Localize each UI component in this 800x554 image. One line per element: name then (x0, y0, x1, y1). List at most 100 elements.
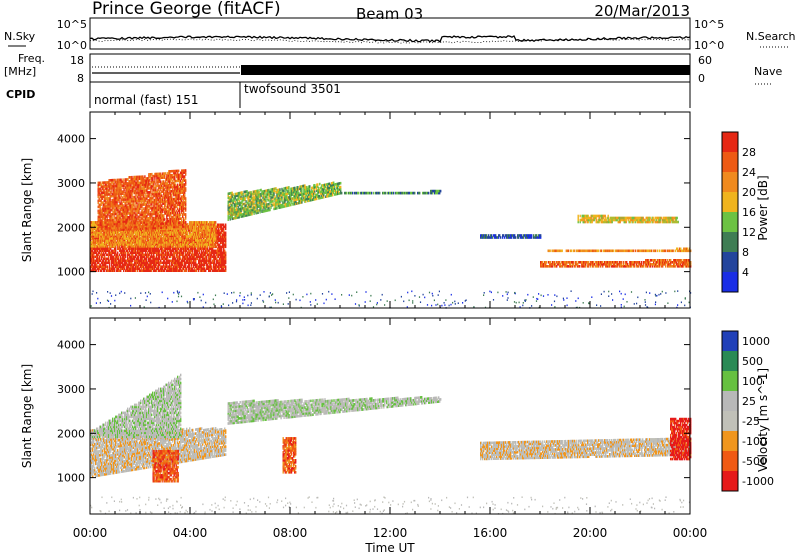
echo-cell (125, 269, 127, 272)
echo-cell (110, 267, 112, 270)
echo-cell (134, 267, 136, 270)
echo-cell (122, 251, 124, 255)
echo-cell (148, 249, 150, 253)
echo-cell (132, 251, 134, 255)
echo-cell (119, 249, 121, 253)
echo-cell (90, 267, 92, 270)
echo-cell (128, 267, 130, 270)
echo-cell (149, 249, 151, 253)
echo-cell (133, 269, 135, 272)
echo-cell (90, 247, 92, 251)
echo-cell (143, 265, 145, 268)
echo-cell (147, 251, 149, 255)
echo-cell (118, 259, 120, 263)
echo-cell (92, 235, 94, 239)
echo-cell (104, 253, 106, 257)
echo-cell (102, 253, 104, 257)
echo-cell (116, 255, 118, 259)
echo-cell (143, 253, 145, 257)
echo-cell (90, 249, 92, 253)
echo-cell (130, 259, 132, 263)
echo-cell (135, 253, 137, 257)
echo-cell (114, 257, 116, 261)
echo-cell (149, 251, 151, 255)
echo-cell (102, 249, 104, 253)
echo-cell (104, 249, 106, 253)
echo-cell (102, 255, 104, 259)
echo-cell (133, 247, 135, 251)
nsearch-trace (89, 38, 691, 44)
echo-cell (139, 269, 141, 272)
echo-cell (134, 261, 136, 265)
noise-panel: 10^5 10^0 10^5 10^0 (57, 17, 724, 52)
echo-cell (135, 255, 137, 259)
echo-cell (143, 259, 145, 263)
echo-cell (142, 269, 144, 272)
echo-cell (97, 255, 99, 259)
echo-cell (127, 263, 129, 267)
echo-cell (145, 253, 147, 257)
echo-cell (120, 261, 122, 265)
echo-cell (118, 255, 120, 259)
echo-cell (120, 257, 122, 261)
echo-cell (111, 269, 113, 272)
echo-cell (92, 249, 94, 253)
echo-cell (143, 249, 145, 253)
echo-cell (148, 259, 150, 263)
echo-cell (96, 249, 98, 253)
echo-cell (146, 255, 148, 259)
echo-cell (145, 249, 147, 253)
echo-cell (116, 265, 118, 268)
echo-cell (97, 253, 99, 257)
echo-cell (122, 245, 124, 249)
echo-cell (103, 263, 105, 267)
echo-cell (105, 251, 107, 255)
echo-cell (107, 253, 109, 257)
echo-cell (129, 261, 131, 265)
echo-cell (92, 261, 94, 265)
echo-cell (119, 265, 121, 268)
echo-cell (125, 255, 127, 259)
echo-cell (117, 265, 119, 268)
echo-cell (140, 269, 142, 272)
echo-cell (90, 239, 92, 243)
echo-cell (99, 255, 101, 259)
echo-cell (146, 259, 148, 263)
echo-cell (147, 235, 149, 239)
echo-cell (130, 257, 132, 261)
echo-cell (120, 235, 122, 239)
echo-cell (90, 265, 92, 268)
echo-cell (109, 265, 111, 268)
echo-cell (136, 261, 138, 265)
echo-cell (142, 231, 144, 235)
echo-cell (123, 259, 125, 263)
echo-cell (139, 263, 141, 267)
echo-cell (98, 269, 100, 272)
echo-cell (121, 267, 123, 270)
echo-cell (94, 247, 96, 251)
echo-cell (103, 267, 105, 270)
echo-cell (149, 265, 151, 268)
echo-cell (123, 263, 125, 267)
echo-cell (142, 257, 144, 261)
echo-cell (115, 251, 117, 255)
echo-cell (109, 247, 111, 251)
date-label: 20/Mar/2013 (594, 2, 690, 20)
echo-cell (117, 231, 119, 235)
echo-cell (116, 259, 118, 263)
echo-cell (138, 249, 140, 253)
echo-cell (97, 261, 99, 265)
echo-cell (124, 249, 126, 253)
echo-cell (115, 253, 117, 257)
echo-cell (102, 259, 104, 263)
echo-cell (110, 255, 112, 259)
echo-cell (120, 251, 122, 255)
echo-cell (140, 263, 142, 267)
echo-cell (140, 229, 142, 233)
echo-cell (116, 237, 118, 241)
echo-cell (131, 263, 133, 267)
echo-cell (145, 267, 147, 270)
echo-cell (120, 265, 122, 268)
echo-cell (141, 263, 143, 267)
echo-cell (94, 249, 96, 253)
